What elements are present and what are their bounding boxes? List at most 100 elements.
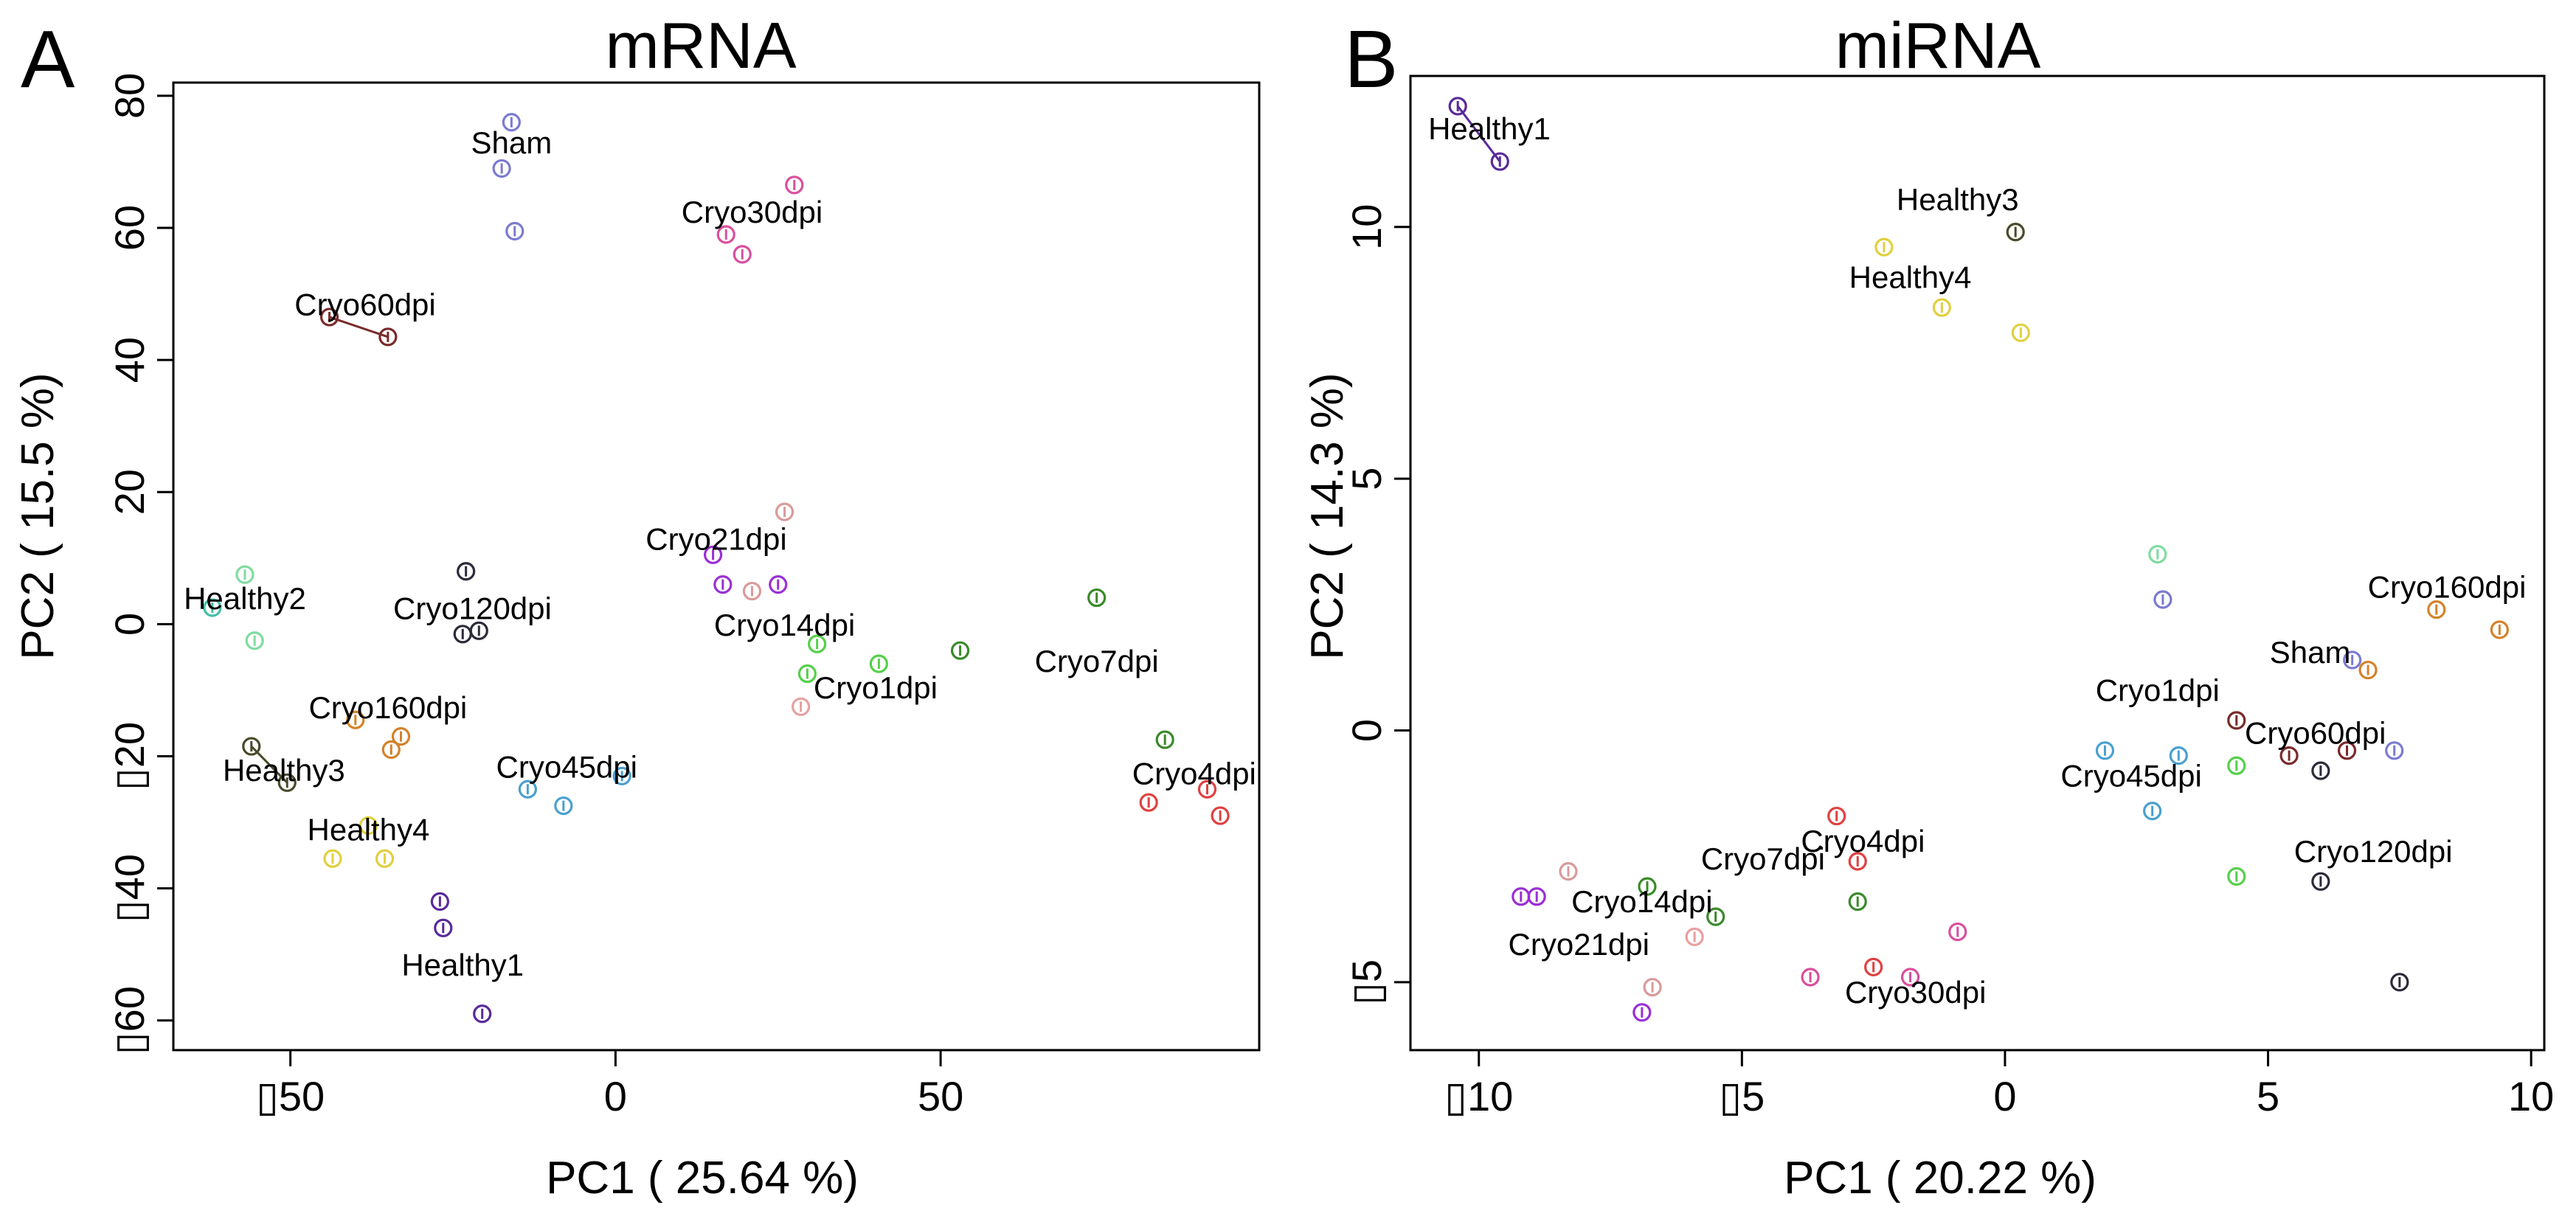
axis-ticks: ▯50 0 50 ▯60 ▯40 ▯20 0 20 40 60 80 [106, 73, 963, 1119]
data-point [2337, 741, 2357, 760]
sample-label: Cryo160dpi [2368, 569, 2527, 604]
sample-label: Cryo7dpi [1701, 841, 1825, 876]
data-point-ring [797, 664, 817, 684]
data-point [1211, 806, 1230, 825]
data-point-ring [950, 641, 970, 660]
data-point-ring [1643, 978, 1662, 997]
data-point-ring [430, 892, 449, 911]
data-point-ring [492, 159, 511, 178]
x-axis-title: PC1 ( 25.64 %) [546, 1153, 859, 1204]
data-point-ring [1155, 730, 1174, 749]
data-point-ring [2390, 973, 2409, 992]
data-point [713, 575, 733, 594]
x-tick-label: 50 [918, 1073, 963, 1119]
data-point-ring [2169, 746, 2188, 765]
data-point-ring [375, 849, 395, 868]
data-point-ring [554, 796, 573, 816]
data-point [1864, 957, 1883, 976]
data-point [2006, 223, 2025, 242]
sample-label: Healthy4 [1849, 260, 1972, 295]
sample-label: Cryo1dpi [814, 670, 938, 705]
data-point-ring [2311, 872, 2330, 891]
sample-labels: Sham Cryo30dpi Cryo60dpi Cryo21dpi Healthy2 C… [184, 125, 1256, 982]
data-point-ring [1948, 922, 1967, 942]
sample-label: Cryo7dpi [1035, 644, 1159, 678]
data-point-ring [2358, 660, 2378, 680]
data-point-ring [716, 225, 735, 244]
data-point [430, 892, 449, 911]
data-point-ring [2311, 761, 2330, 780]
data-point-ring [2095, 741, 2115, 760]
sample-label: Cryo30dpi [682, 195, 823, 229]
data-point [869, 654, 888, 673]
data-point [716, 225, 735, 244]
data-point [2358, 660, 2378, 680]
x-tick-label: ▯10 [1444, 1073, 1513, 1119]
data-point-ring [391, 727, 411, 746]
data-point-ring [2227, 867, 2246, 886]
plot-frame [172, 81, 1261, 1052]
data-point-ring [869, 654, 888, 673]
sample-label: Cryo160dpi [308, 690, 467, 725]
y-tick-label: ▯60 [106, 986, 153, 1055]
y-tick-label: ▯20 [106, 722, 153, 791]
data-point [323, 849, 342, 868]
data-point-ring [2143, 802, 2162, 821]
data-point [245, 631, 264, 650]
y-tick-label: 80 [106, 73, 153, 119]
data-point-ring [775, 502, 794, 521]
data-point-ring [502, 113, 521, 132]
data-point-ring [1685, 927, 1704, 946]
data-point [1643, 978, 1662, 997]
data-point [791, 697, 811, 716]
data-point-ring [742, 581, 762, 601]
data-point [391, 727, 411, 746]
data-point [1848, 852, 1867, 871]
data-point [518, 779, 537, 799]
sample-label: Healthy3 [1897, 182, 2019, 217]
data-point-ring [1638, 877, 1657, 896]
data-point [375, 849, 395, 868]
data-point-ring [785, 176, 804, 195]
x-axis-title: PC1 ( 20.22 %) [1784, 1153, 2097, 1204]
sample-label: Cryo45dpi [2060, 758, 2201, 793]
data-point-ring [703, 545, 723, 564]
data-point [2427, 600, 2446, 619]
data-point [554, 796, 573, 816]
axis-ticks: ▯10 ▯5 0 5 10 ▯5 0 5 10 [1343, 204, 2554, 1119]
data-point-ring [1087, 588, 1107, 608]
data-point [1155, 730, 1174, 749]
data-point-ring [2227, 756, 2246, 775]
data-point-ring [319, 308, 339, 327]
data-point-ring [808, 634, 827, 653]
data-point-ring [434, 918, 453, 937]
data-point [1874, 237, 1894, 257]
y-tick-label: 5 [1343, 468, 1390, 490]
data-point-ring [469, 621, 488, 640]
y-tick-label: ▯5 [1343, 959, 1390, 1005]
data-point [2279, 746, 2299, 765]
sample-label: Cryo120dpi [393, 591, 552, 626]
data-point [1448, 97, 1467, 116]
data-point [1490, 152, 1509, 171]
y-tick-label: 10 [1343, 204, 1390, 250]
data-point [1527, 887, 1546, 906]
data-point-ring [1900, 968, 1920, 987]
data-point [381, 740, 401, 760]
data-point [2143, 802, 2162, 821]
panel-letter-a: A [21, 14, 75, 105]
data-point [1932, 298, 1951, 317]
data-point [2311, 761, 2330, 780]
data-point [502, 113, 521, 132]
data-point [1638, 877, 1657, 896]
data-point-ring [1864, 957, 1883, 976]
sample-label: Cryo1dpi [2096, 673, 2220, 707]
data-point-ring [2427, 600, 2446, 619]
sample-label: Sham [471, 125, 552, 160]
replicate-links [1456, 105, 1501, 162]
data-point [277, 773, 297, 792]
data-point [1139, 793, 1158, 812]
data-point-ring [518, 779, 537, 799]
y-tick-label: ▯40 [106, 854, 153, 923]
data-point [612, 766, 631, 785]
